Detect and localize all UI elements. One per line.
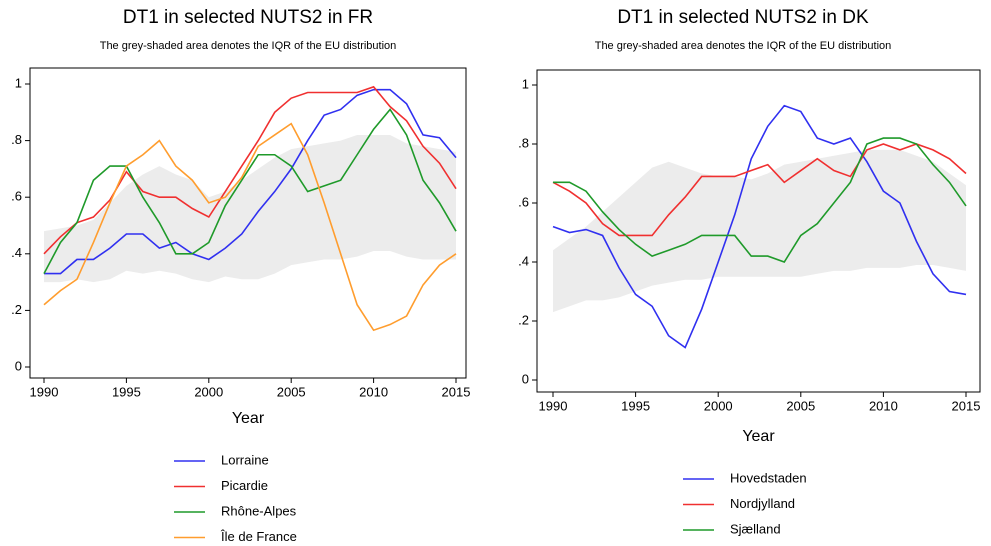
series-line (44, 88, 457, 275)
y-tick-label: .8 (11, 132, 22, 147)
y-tick-label: .6 (11, 189, 22, 204)
legend-label: Lorraine (221, 452, 269, 467)
legend-label: Île de France (220, 529, 297, 544)
chart-subtitle: The grey-shaded area denotes the IQR of … (595, 40, 892, 52)
y-tick-label: 0 (15, 358, 22, 373)
x-axis-label: Year (742, 428, 775, 445)
series-line (43, 122, 457, 332)
chart-subtitle: The grey-shaded area denotes the IQR of … (100, 40, 397, 52)
legend-label: Picardie (221, 478, 268, 493)
y-tick-label: 1 (522, 76, 529, 91)
x-tick-label: 2010 (869, 398, 898, 413)
y-tick-label: .8 (518, 135, 529, 150)
x-tick-label: 1995 (621, 398, 650, 413)
series-line (43, 108, 457, 274)
x-tick-label: 2005 (277, 384, 306, 399)
y-tick-label: 1 (15, 75, 22, 90)
legend-label: Sjælland (730, 521, 781, 536)
series-line (553, 137, 967, 263)
y-tick-label: .2 (11, 302, 22, 317)
x-tick-label: 2005 (786, 398, 815, 413)
iqr-band (44, 134, 456, 283)
y-tick-label: 0 (522, 371, 529, 386)
y-tick-label: .4 (518, 253, 529, 268)
x-tick-label: 1990 (539, 398, 568, 413)
x-tick-label: 2000 (704, 398, 733, 413)
chart-title: DT1 in selected NUTS2 in FR (123, 7, 373, 28)
y-tick-label: .4 (11, 245, 22, 260)
series-line (552, 143, 967, 237)
legend-label: Rhône-Alpes (221, 503, 297, 518)
x-tick-label: 1995 (112, 384, 141, 399)
series-line (552, 104, 967, 349)
x-tick-label: 2015 (442, 384, 471, 399)
chart-title: DT1 in selected NUTS2 in DK (617, 7, 869, 28)
x-tick-label: 2000 (194, 384, 223, 399)
plot-frame (536, 69, 981, 393)
x-tick-label: 2015 (952, 398, 981, 413)
x-tick-label: 2010 (359, 384, 388, 399)
legend-label: Hovedstaden (730, 470, 807, 485)
x-axis-label: Year (232, 410, 265, 427)
y-tick-label: .2 (518, 312, 529, 327)
x-tick-label: 1990 (30, 384, 59, 399)
plot-frame (29, 67, 467, 379)
legend-label: Nordjylland (730, 496, 795, 511)
iqr-band (553, 149, 966, 313)
y-tick-label: .6 (518, 194, 529, 209)
